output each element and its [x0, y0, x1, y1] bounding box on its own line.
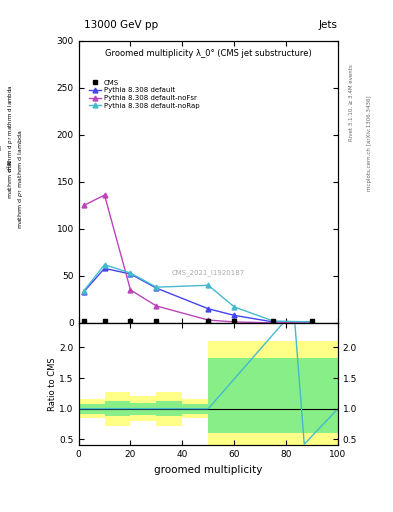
- Pythia 8.308 default: [310, 319, 314, 325]
- Pythia 8.308 default-noRap: [81, 288, 86, 294]
- Pythia 8.308 default-noRap: [310, 319, 314, 325]
- Pythia 8.308 default-noFsr: [232, 319, 237, 325]
- Text: 13000 GeV pp: 13000 GeV pp: [84, 19, 158, 30]
- X-axis label: groomed multiplicity: groomed multiplicity: [154, 465, 263, 475]
- CMS: [271, 318, 275, 324]
- Text: Jets: Jets: [319, 19, 338, 30]
- Line: Pythia 8.308 default-noFsr: Pythia 8.308 default-noFsr: [81, 193, 314, 325]
- CMS: [206, 318, 211, 324]
- Text: mcplots.cern.ch [arXiv:1306.3436]: mcplots.cern.ch [arXiv:1306.3436]: [367, 96, 372, 191]
- Pythia 8.308 default: [206, 306, 211, 312]
- CMS: [102, 318, 107, 324]
- Pythia 8.308 default-noRap: [154, 284, 159, 290]
- Pythia 8.308 default: [102, 265, 107, 271]
- Text: CMS_2021_I1920187: CMS_2021_I1920187: [172, 269, 245, 275]
- Y-axis label: Ratio to CMS: Ratio to CMS: [48, 357, 57, 411]
- Pythia 8.308 default-noFsr: [128, 287, 133, 293]
- Legend: CMS, Pythia 8.308 default, Pythia 8.308 default-noFsr, Pythia 8.308 default-noRa: CMS, Pythia 8.308 default, Pythia 8.308 …: [87, 78, 201, 110]
- Pythia 8.308 default: [154, 285, 159, 291]
- Pythia 8.308 default-noFsr: [310, 319, 314, 325]
- Text: Groomed multiplicity λ_0° (CMS jet substructure): Groomed multiplicity λ_0° (CMS jet subst…: [105, 50, 312, 58]
- CMS: [154, 318, 159, 324]
- Pythia 8.308 default-noFsr: [271, 320, 275, 326]
- Pythia 8.308 default-noFsr: [206, 317, 211, 323]
- CMS: [310, 318, 314, 324]
- Pythia 8.308 default-noRap: [206, 282, 211, 288]
- Line: CMS: CMS: [81, 318, 314, 324]
- Pythia 8.308 default-noRap: [128, 270, 133, 276]
- Pythia 8.308 default-noRap: [232, 304, 237, 310]
- Text: mathrm d$^2$N
mathrm d $p_\mathrm{T}$ mathrm d lambda: mathrm d$^2$N mathrm d $p_\mathrm{T}$ ma…: [6, 130, 26, 229]
- Pythia 8.308 default-noFsr: [102, 192, 107, 198]
- CMS: [128, 318, 133, 324]
- Pythia 8.308 default-noFsr: [154, 303, 159, 309]
- Pythia 8.308 default: [81, 289, 86, 295]
- Text: Rivet 3.1.10, ≥ 3.4M events: Rivet 3.1.10, ≥ 3.4M events: [349, 64, 354, 141]
- CMS: [232, 318, 237, 324]
- Text: $\frac{1}{\mathrm{d}N}$ mathrm d N /
mathrm d $p_T$ mathrm d lambda: $\frac{1}{\mathrm{d}N}$ mathrm d N / mat…: [0, 84, 15, 172]
- CMS: [81, 318, 86, 324]
- Line: Pythia 8.308 default: Pythia 8.308 default: [81, 266, 314, 325]
- Pythia 8.308 default-noRap: [102, 262, 107, 268]
- Pythia 8.308 default-noRap: [271, 318, 275, 324]
- Pythia 8.308 default: [232, 312, 237, 318]
- Pythia 8.308 default-noFsr: [81, 202, 86, 208]
- Line: Pythia 8.308 default-noRap: Pythia 8.308 default-noRap: [81, 262, 314, 325]
- Pythia 8.308 default: [271, 319, 275, 325]
- Pythia 8.308 default: [128, 271, 133, 277]
